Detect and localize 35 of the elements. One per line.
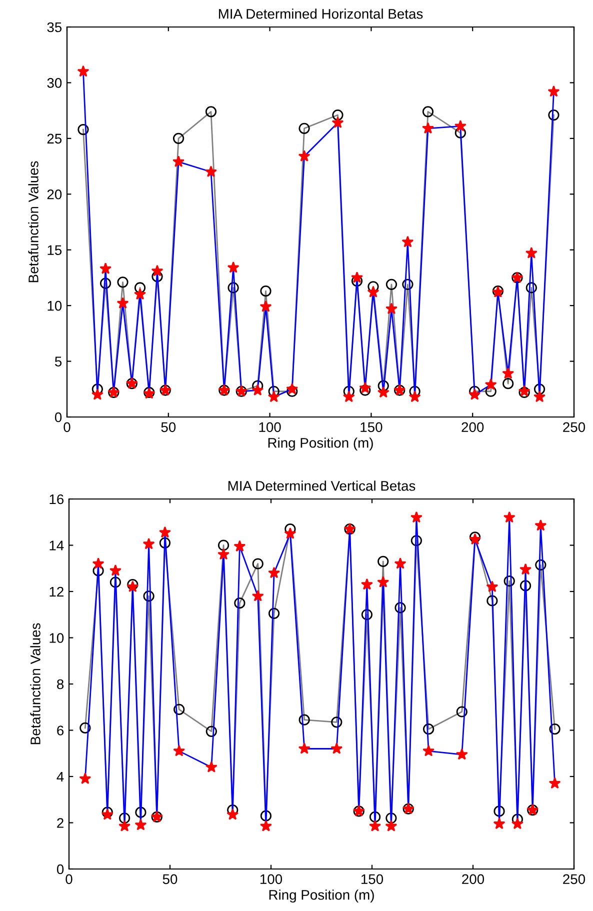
x-tick-label: 100 [260,874,282,884]
x-tick-label: 200 [462,422,484,432]
x-tick-label: 200 [462,874,484,884]
x-axis-title: Ring Position (m) [268,438,373,451]
x-tick-label: 250 [563,874,586,884]
x-tick-label: 150 [361,874,384,884]
y-tick-label: 2 [57,818,64,828]
y-axis-title: Betafunction Values [30,623,40,744]
y-tick-label: 8 [57,679,64,690]
x-axis-title: Ring Position (m) [269,890,374,903]
y-tick-label: 16 [50,494,64,504]
x-tick-label: 0 [64,422,70,432]
x-tick-label: 50 [161,422,176,432]
y-tick-label: 14 [50,540,64,550]
y-tick-label: 6 [57,726,64,736]
y-tick-label: 15 [48,245,62,256]
x-tick-label: 50 [162,874,178,884]
chart-title: MIA Determined Horizontal Betas [218,8,423,19]
y-tick-label: 35 [47,22,62,32]
y-tick-label: 10 [48,300,62,311]
y-tick-label: 10 [50,633,64,643]
y-tick-label: 5 [54,356,62,366]
chart-title: MIA Determined Vertical Betas [228,480,416,491]
y-tick-label: 4 [56,772,64,782]
y-tick-label: 12 [50,586,64,597]
x-tick-label: 150 [360,422,382,432]
x-tick-label: 100 [259,422,281,432]
y-tick-label: 0 [56,864,64,874]
y-tick-label: 30 [47,78,62,88]
y-tick-label: 20 [47,189,62,200]
y-axis-title: Betafunction Values [28,161,38,282]
y-tick-label: 0 [54,412,62,422]
x-tick-label: 250 [563,422,586,432]
x-tick-label: 0 [66,874,72,884]
y-tick-label: 25 [47,134,62,144]
